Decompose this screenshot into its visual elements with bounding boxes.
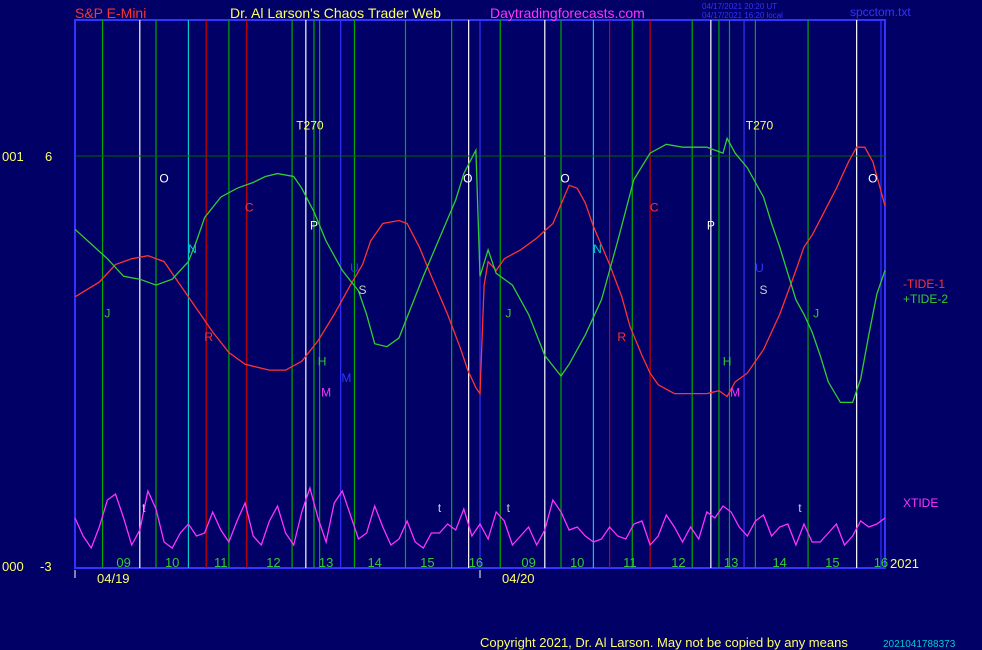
annotation-n-10: N	[188, 242, 197, 256]
annotation-o-5: O	[868, 171, 877, 185]
hour-label-12: 13	[724, 555, 738, 570]
hour-label-9: 10	[570, 555, 584, 570]
annotation-t-28: t	[507, 501, 511, 515]
year-label: 2021	[890, 556, 919, 571]
series-line-tide-1	[74, 146, 886, 398]
y-top-value: 6	[45, 149, 52, 164]
annotation-h-22: H	[723, 355, 732, 369]
copyright-text: Copyright 2021, Dr. Al Larson. May not b…	[480, 635, 848, 650]
annotation-t-26: t	[142, 501, 146, 515]
date-label-1: 04/20	[502, 571, 535, 586]
hour-label-13: 14	[772, 555, 786, 570]
annotation-j-16: J	[104, 306, 110, 320]
hour-label-0: 09	[116, 555, 130, 570]
legend-tide2: +TIDE-2	[903, 292, 948, 306]
annotation-j-17: J	[505, 306, 511, 320]
footer-code: 2021041788373	[883, 639, 956, 650]
annotation-m-24: M	[321, 386, 331, 400]
legend-xtide: XTIDE	[903, 496, 938, 510]
annotation-r-19: R	[204, 330, 213, 344]
annotation-t-27: t	[438, 501, 442, 515]
annotation-m-23: M	[341, 371, 351, 385]
hour-label-15: 16	[874, 555, 888, 570]
annotation-u-13: U	[755, 261, 764, 275]
annotation-m-25: M	[730, 386, 740, 400]
legend-tide1: -TIDE-1	[903, 277, 945, 291]
hour-label-1: 10	[165, 555, 179, 570]
site-url[interactable]: Daytradingforecasts.com	[490, 5, 645, 21]
annotation-s-14: S	[359, 283, 367, 297]
hour-label-2: 11	[214, 555, 228, 570]
y-bottom-value: -3	[40, 559, 52, 574]
timestamp-local: 04/17/2021 16:20 local	[702, 11, 783, 20]
hour-label-7: 16	[469, 555, 483, 570]
hour-label-5: 14	[367, 555, 381, 570]
hour-label-4: 13	[319, 555, 333, 570]
hour-label-8: 09	[521, 555, 535, 570]
hour-label-6: 15	[420, 555, 434, 570]
annotation-t-29: t	[798, 501, 802, 515]
date-label-0: 04/19	[97, 571, 130, 586]
hour-labels: 09 10 11 12 13 14 15 16 09 10 11 12 13 14 15 16	[116, 555, 888, 570]
hour-label-14: 15	[825, 555, 839, 570]
timestamp-ut: 04/17/2021 20:20 UT	[702, 2, 777, 11]
annotation-o-2: O	[159, 171, 168, 185]
series-line-tide-2	[74, 136, 886, 404]
site-title: Dr. Al Larson's Chaos Trader Web	[230, 5, 441, 21]
annotation-j-18: J	[813, 306, 819, 320]
filename-label: spcctom.txt	[850, 5, 911, 19]
annotation-o-3: O	[463, 171, 472, 185]
y-top-left: 001	[2, 149, 24, 164]
series-lines	[74, 136, 886, 550]
annotation-n-11: N	[593, 242, 602, 256]
annotation-t270-0: T270	[296, 119, 324, 133]
date-labels: 04/19 04/20	[74, 570, 535, 586]
annotation-s-15: S	[759, 283, 767, 297]
hour-label-10: 11	[623, 555, 637, 570]
vertical-event-lines	[101, 20, 882, 568]
annotation-c-7: C	[650, 201, 659, 215]
hour-label-3: 12	[266, 555, 280, 570]
y-bottom-left: 000	[2, 559, 24, 574]
annotation-r-20: R	[617, 330, 626, 344]
annotation-c-6: C	[245, 201, 254, 215]
annotation-p-8: P	[310, 218, 318, 232]
annotation-p-9: P	[707, 218, 715, 232]
annotation-o-4: O	[560, 171, 569, 185]
annotation-u-12: U	[350, 261, 359, 275]
hour-label-11: 12	[671, 555, 685, 570]
annotation-t270-1: T270	[746, 119, 774, 133]
annotation-h-21: H	[318, 355, 327, 369]
series-line-xtide	[74, 485, 886, 550]
symbol-label: S&P E-Mini	[75, 5, 146, 21]
